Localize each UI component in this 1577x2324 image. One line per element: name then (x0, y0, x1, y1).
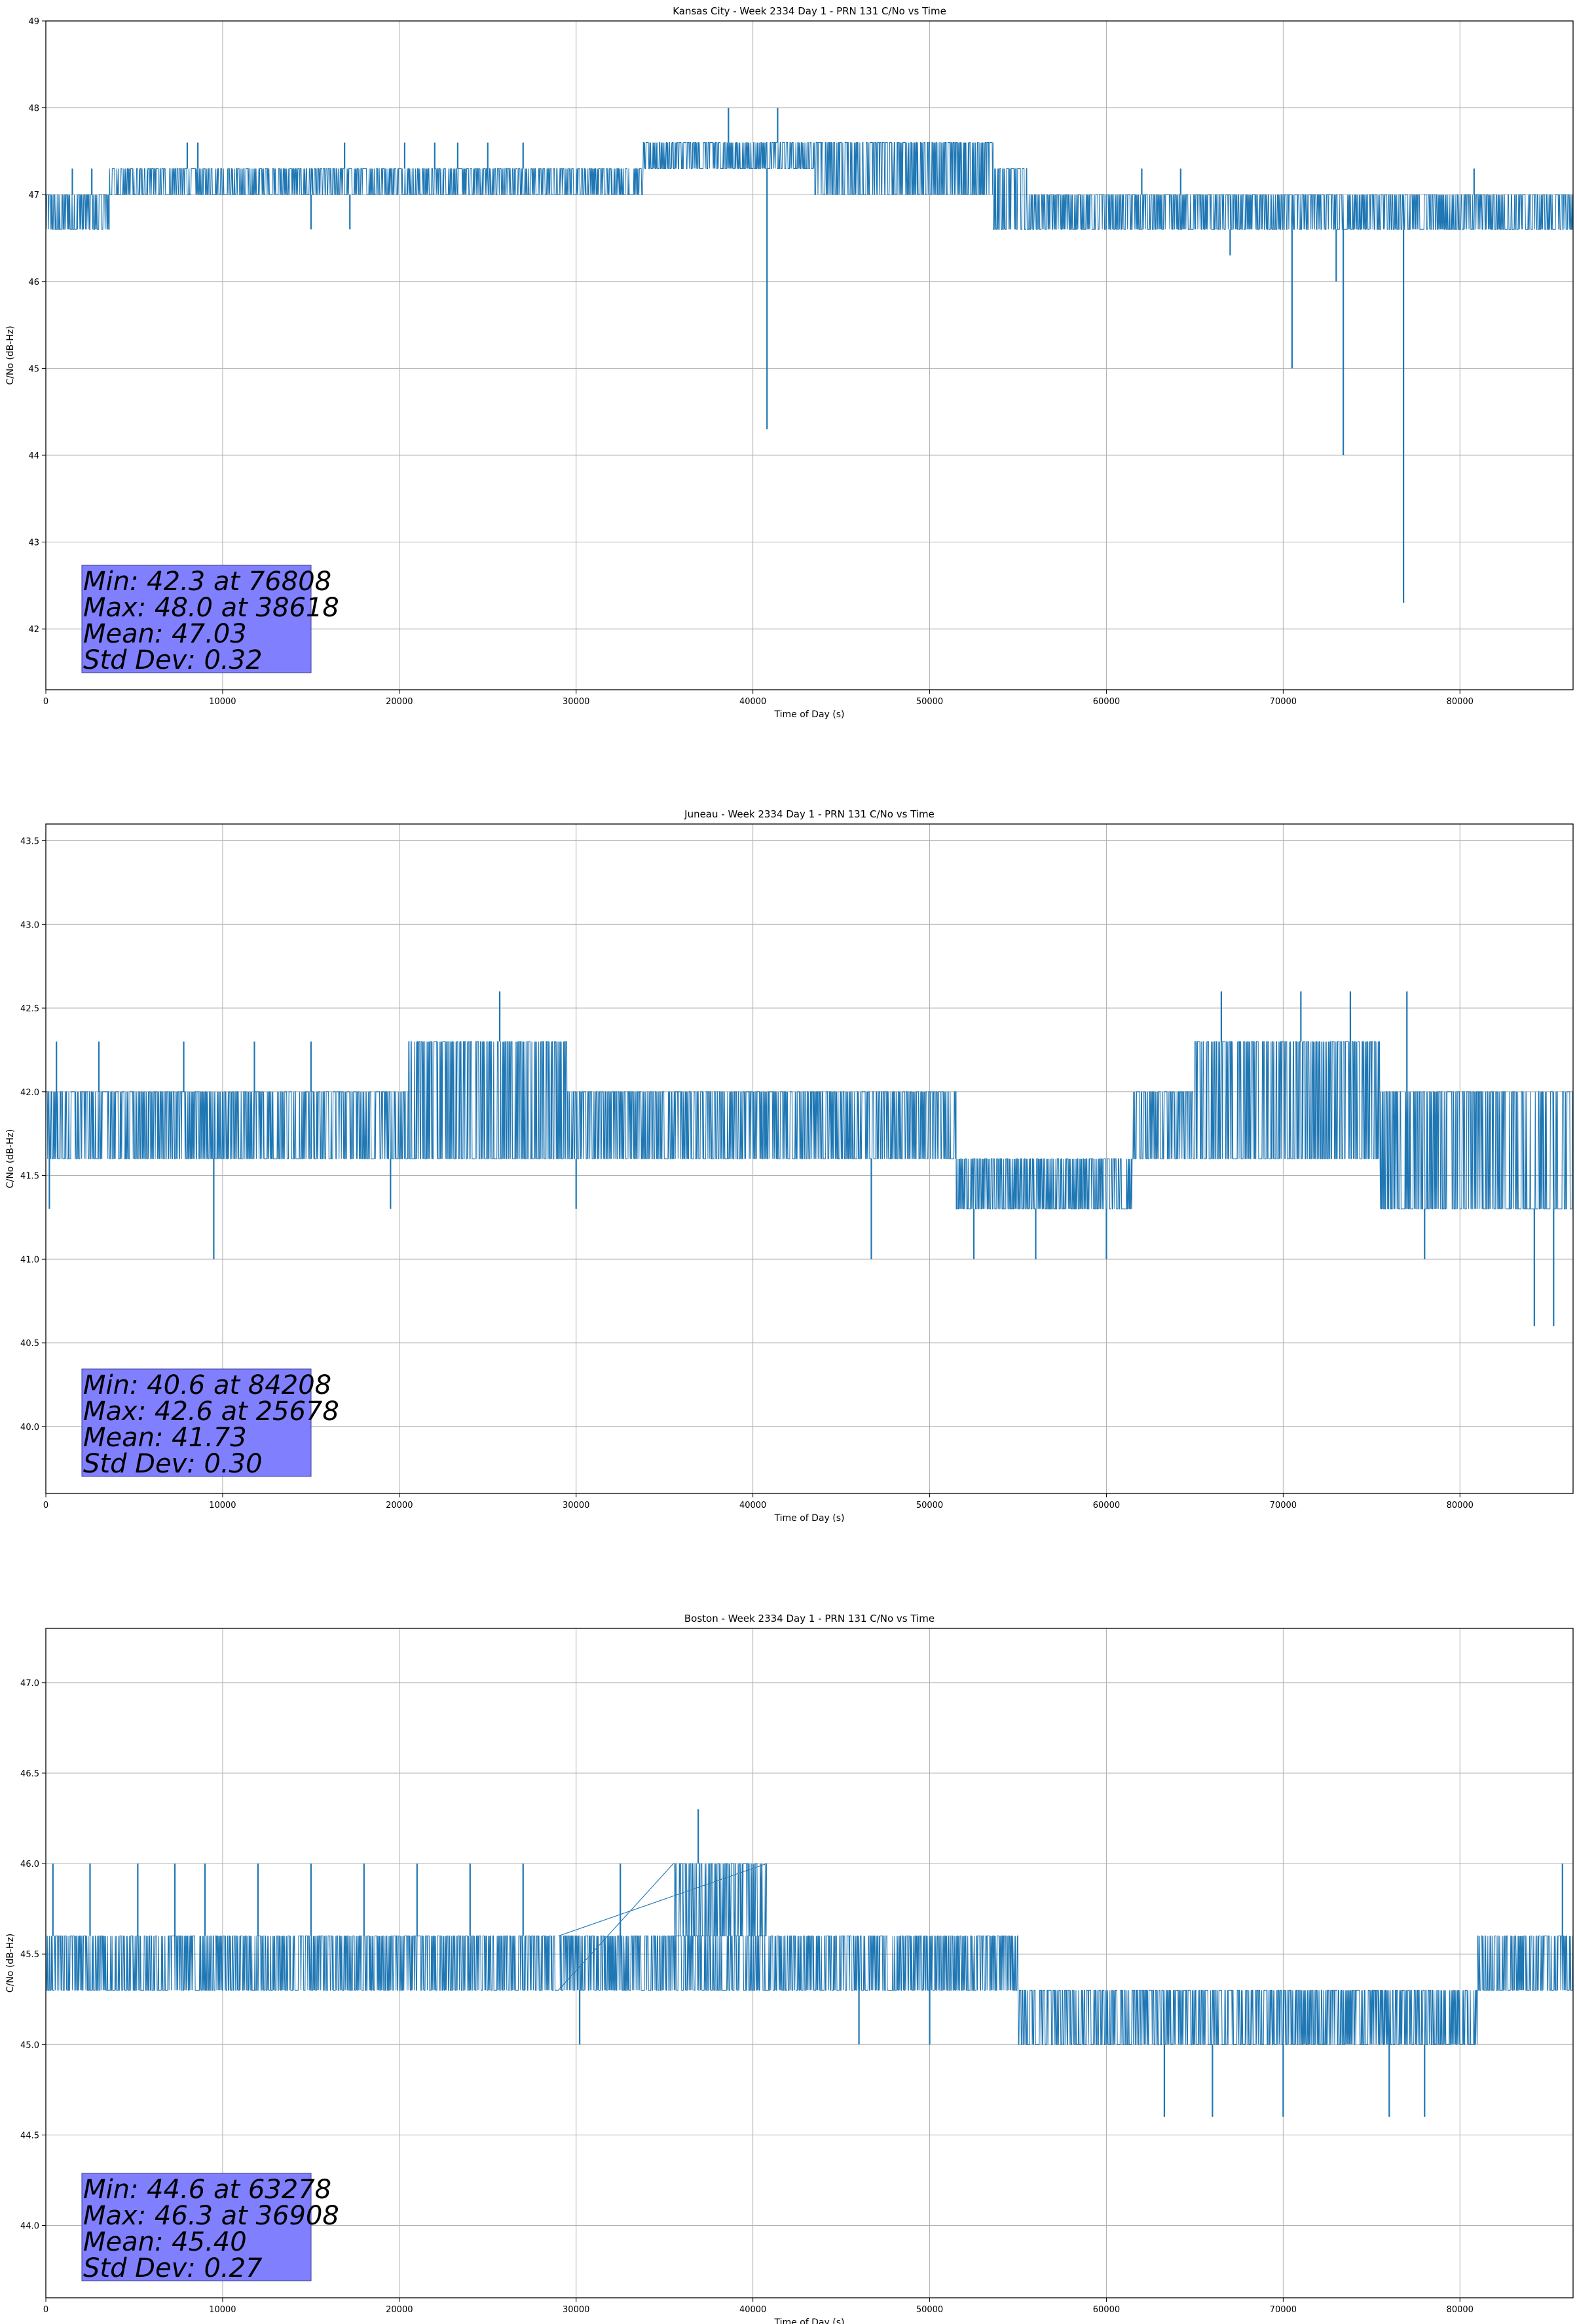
y-tick-label: 45.5 (20, 1950, 39, 1960)
x-tick-label: 60000 (1093, 2305, 1120, 2315)
stats-line: Min: 42.3 at 76808 (83, 567, 331, 597)
x-tick-label: 80000 (1447, 2305, 1474, 2315)
x-tick-label: 10000 (209, 697, 236, 707)
x-tick-label: 50000 (916, 2305, 943, 2315)
y-tick-label: 43.0 (20, 920, 39, 930)
series-line (46, 1863, 1574, 2045)
x-tick-label: 70000 (1270, 1501, 1297, 1510)
stats-box (81, 565, 312, 673)
x-tick-label: 60000 (1093, 1501, 1120, 1510)
y-tick-label: 42.0 (20, 1088, 39, 1098)
x-tick-label: 10000 (209, 1501, 236, 1510)
stats-line: Min: 40.6 at 84208 (83, 1370, 331, 1400)
y-tick-label: 40.0 (20, 1423, 39, 1433)
chart-title: Juneau - Week 2334 Day 1 - PRN 131 C/No … (684, 808, 935, 820)
plot-frame (45, 20, 1574, 690)
y-tick-label: 44.5 (20, 2131, 39, 2141)
x-tick-label: 0 (43, 2305, 48, 2315)
x-axis-label: Time of Day (s) (774, 709, 845, 720)
y-tick-label: 45 (28, 364, 39, 374)
y-tick-label: 45.0 (20, 2040, 39, 2050)
x-tick-label: 30000 (563, 1501, 589, 1510)
x-axis-label: Time of Day (s) (774, 2317, 845, 2324)
stats-line: Max: 48.0 at 38618 (83, 593, 339, 623)
x-tick-label: 70000 (1270, 2305, 1297, 2315)
y-tick-label: 47.0 (20, 1679, 39, 1689)
y-tick-label: 41.0 (20, 1255, 39, 1265)
y-tick-label: 49 (28, 17, 39, 27)
x-tick-label: 50000 (916, 697, 943, 707)
y-tick-label: 46.5 (20, 1769, 39, 1779)
y-tick-label: 48 (28, 104, 39, 114)
plot-frame (45, 823, 1574, 1494)
y-axis-label: C/No (dB-Hz) (5, 326, 16, 384)
y-tick-label: 41.5 (20, 1172, 39, 1182)
x-tick-label: 80000 (1447, 697, 1474, 707)
x-tick-label: 40000 (739, 697, 766, 707)
x-tick-label: 40000 (739, 1501, 766, 1510)
x-tick-label: 70000 (1270, 697, 1297, 707)
y-tick-label: 43.5 (20, 837, 39, 847)
series-line (45, 142, 1574, 230)
x-tick-label: 60000 (1093, 697, 1120, 707)
y-tick-label: 46 (28, 278, 39, 288)
x-tick-label: 20000 (386, 2305, 413, 2315)
stats-line: Mean: 45.40 (83, 2227, 247, 2257)
stats-line: Std Dev: 0.27 (83, 2253, 263, 2283)
y-tick-label: 44 (28, 451, 39, 461)
y-tick-label: 40.5 (20, 1339, 39, 1349)
y-tick-label: 42 (28, 625, 39, 635)
stats-box (81, 2173, 312, 2281)
chart-panel-0: 0 10000 20000 30000 40000 50000 60000 70000 8000… (5, 5, 1574, 720)
chart-title: Kansas City - Week 2334 Day 1 - PRN 131 … (673, 5, 946, 17)
y-tick-label: 46.0 (20, 1860, 39, 1869)
y-axis-label: C/No (dB-Hz) (5, 1129, 16, 1188)
x-tick-label: 80000 (1447, 1501, 1474, 1510)
x-tick-label: 20000 (386, 1501, 413, 1510)
x-tick-label: 10000 (209, 2305, 236, 2315)
stats-line: Mean: 47.03 (83, 619, 247, 649)
y-tick-label: 47 (28, 191, 39, 200)
x-tick-label: 30000 (563, 697, 589, 707)
series-line (46, 1041, 1573, 1210)
y-tick-label: 44.0 (20, 2222, 39, 2232)
x-tick-label: 50000 (916, 1501, 943, 1510)
stats-line: Mean: 41.73 (83, 1423, 247, 1453)
y-axis-label: C/No (dB-Hz) (5, 1934, 16, 1993)
stats-line: Max: 42.6 at 25678 (83, 1396, 339, 1427)
stats-line: Min: 44.6 at 63278 (83, 2175, 331, 2205)
x-tick-label: 0 (43, 1501, 48, 1510)
x-tick-label: 20000 (386, 697, 413, 707)
x-tick-label: 30000 (563, 2305, 589, 2315)
chart-title: Boston - Week 2334 Day 1 - PRN 131 C/No … (684, 1613, 935, 1624)
chart-panel-2: 0 10000 20000 30000 40000 50000 60000 70000 8000… (5, 1613, 1574, 2324)
plot-frame (45, 1628, 1574, 2298)
y-tick-label: 43 (28, 538, 39, 548)
stats-box (81, 1368, 312, 1477)
y-tick-label: 42.5 (20, 1004, 39, 1014)
stats-line: Std Dev: 0.32 (83, 645, 263, 675)
stats-line: Std Dev: 0.30 (83, 1449, 263, 1479)
chart-panel-1: 0 10000 20000 30000 40000 50000 60000 70000 8000… (5, 808, 1574, 1524)
stats-line: Max: 46.3 at 36908 (83, 2201, 339, 2231)
x-tick-label: 40000 (739, 2305, 766, 2315)
x-tick-label: 0 (43, 697, 48, 707)
x-axis-label: Time of Day (s) (774, 1513, 845, 1524)
